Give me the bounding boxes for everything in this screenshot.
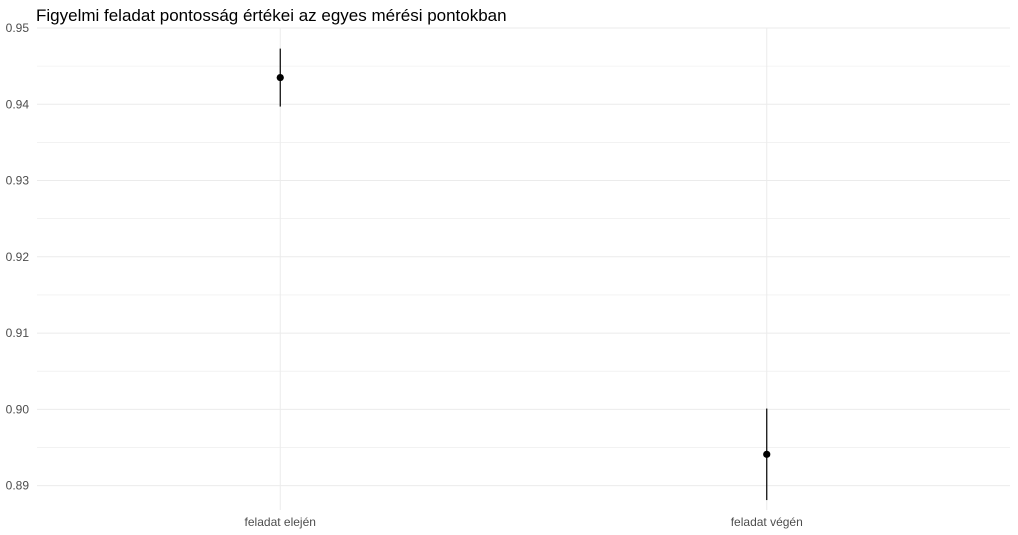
y-tick-label: 0.95: [6, 21, 30, 35]
x-tick-label: feladat elején: [245, 515, 316, 529]
data-points: [276, 48, 771, 501]
y-tick-label: 0.89: [6, 479, 30, 493]
data-point: [276, 73, 284, 82]
y-tick-label: 0.94: [6, 97, 30, 111]
data-point: [763, 450, 771, 458]
y-axis-ticks: 0.89 0.90 0.91 0.92 0.93 0.94 0.95: [6, 21, 30, 493]
chart-title: Figyelmi feladat pontosság értékei az eg…: [36, 6, 507, 25]
y-tick-label: 0.90: [6, 402, 30, 416]
y-tick-label: 0.91: [6, 326, 30, 340]
x-tick-label: feladat végén: [731, 515, 803, 529]
x-axis-ticks: feladat elején feladat végén: [245, 515, 803, 529]
grid-lines: [37, 27, 1010, 510]
y-tick-label: 0.92: [6, 250, 30, 264]
y-tick-label: 0.93: [6, 174, 30, 188]
